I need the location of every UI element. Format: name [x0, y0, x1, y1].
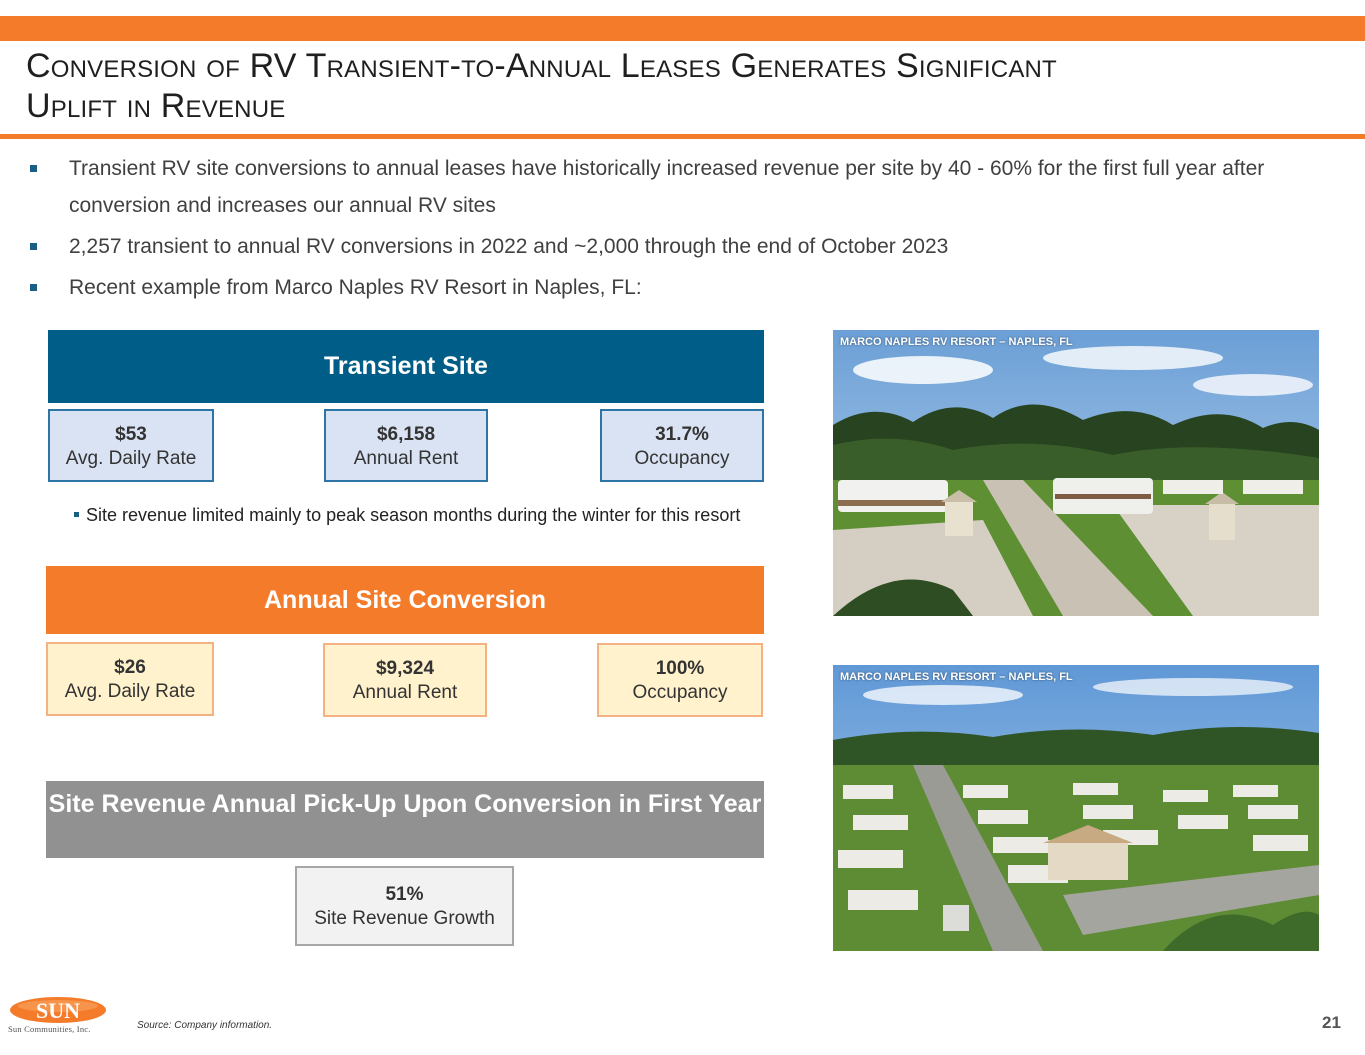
- square-bullet-icon: [30, 243, 37, 250]
- square-bullet-icon: [30, 284, 37, 291]
- resort-photo-rv-sites: MARCO NAPLES RV RESORT – NAPLES, FL: [833, 330, 1319, 616]
- stat-value: $53: [115, 424, 147, 445]
- stat-value: 51%: [385, 884, 424, 905]
- stat-label: Occupancy: [634, 448, 730, 469]
- bullet-item: Transient RV site conversions to annual …: [28, 150, 1328, 224]
- photo-caption: MARCO NAPLES RV RESORT – NAPLES, FL: [840, 671, 1073, 683]
- stat-label: Annual Rent: [352, 682, 458, 703]
- page-title: Conversion of RV Transient-to-Annual Lea…: [26, 46, 1346, 126]
- stat-label: Occupancy: [632, 682, 728, 703]
- stat-label: Annual Rent: [353, 448, 459, 469]
- bullet-item: Recent example from Marco Naples RV Reso…: [28, 269, 1328, 306]
- transient-daily-rate-box: $53 Avg. Daily Rate: [48, 409, 214, 482]
- photo-caption: MARCO NAPLES RV RESORT – NAPLES, FL: [840, 336, 1073, 348]
- logo-text: SUN: [36, 998, 80, 1023]
- revenue-pickup-header: Site Revenue Annual Pick-Up Upon Convers…: [46, 781, 764, 858]
- bullet-item: 2,257 transient to annual RV conversions…: [28, 228, 1328, 265]
- resort-photo-aerial: MARCO NAPLES RV RESORT – NAPLES, FL: [833, 665, 1319, 951]
- sun-logo-icon: SUN: [10, 997, 106, 1023]
- source-note: Source: Company information.: [137, 1020, 273, 1031]
- stat-label: Site Revenue Growth: [314, 908, 495, 929]
- top-accent-bar: [0, 16, 1365, 41]
- title-line-2: Uplift in Revenue: [26, 87, 286, 125]
- intro-bullet-list: Transient RV site conversions to annual …: [28, 150, 1328, 310]
- stat-value: $6,158: [376, 424, 436, 445]
- stat-label: Avg. Daily Rate: [64, 681, 196, 702]
- stat-value: 100%: [655, 658, 705, 679]
- annual-occupancy-box: 100% Occupancy: [597, 643, 763, 717]
- aerial-photo-illustration: [833, 665, 1319, 951]
- transient-site-header: Transient Site: [48, 330, 764, 403]
- sun-communities-logo: SUN Sun Communities, Inc.: [8, 996, 118, 1036]
- stat-label: Avg. Daily Rate: [65, 448, 197, 469]
- stat-value: 31.7%: [655, 424, 709, 445]
- site-revenue-growth-box: 51% Site Revenue Growth: [295, 866, 514, 946]
- logo-subtext: Sun Communities, Inc.: [8, 1024, 91, 1034]
- annual-daily-rate-box: $26 Avg. Daily Rate: [46, 642, 214, 716]
- annual-rent-box: $9,324 Annual Rent: [323, 643, 487, 717]
- stat-value: $9,324: [375, 658, 435, 679]
- page-number: 21: [1322, 1013, 1341, 1032]
- annual-site-conversion-header: Annual Site Conversion: [46, 566, 764, 634]
- transient-note: Site revenue limited mainly to peak seas…: [74, 503, 756, 527]
- transient-occupancy-box: 31.7% Occupancy: [600, 409, 764, 482]
- title-line-1: Conversion of RV Transient-to-Annual Lea…: [26, 47, 1057, 85]
- square-bullet-icon: [74, 512, 79, 517]
- rv-sites-photo-illustration: [833, 330, 1319, 616]
- title-divider: [0, 134, 1365, 139]
- square-bullet-icon: [30, 165, 37, 172]
- stat-value: $26: [114, 657, 146, 678]
- transient-annual-rent-box: $6,158 Annual Rent: [324, 409, 488, 482]
